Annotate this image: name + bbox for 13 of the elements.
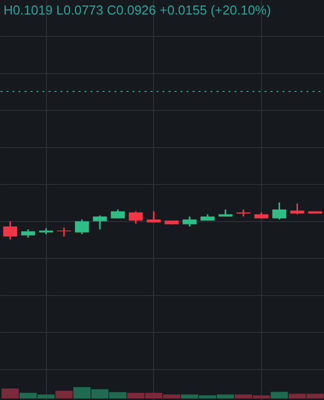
- candlestick: [146, 210, 161, 224]
- candlestick: [57, 226, 72, 238]
- candlestick: [92, 214, 107, 230]
- bar: [2, 388, 19, 398]
- bar: [55, 390, 73, 398]
- chart-title: H0.1019 L0.0773 C0.0926 +0.0155 (+20.10%): [4, 2, 271, 18]
- candlestick: [74, 218, 89, 236]
- candlestick: [3, 220, 18, 240]
- candlestick: [290, 202, 304, 216]
- bar: [270, 392, 288, 398]
- candlestick: [128, 210, 143, 224]
- candlestick: [272, 202, 286, 220]
- candlestick: [182, 216, 197, 228]
